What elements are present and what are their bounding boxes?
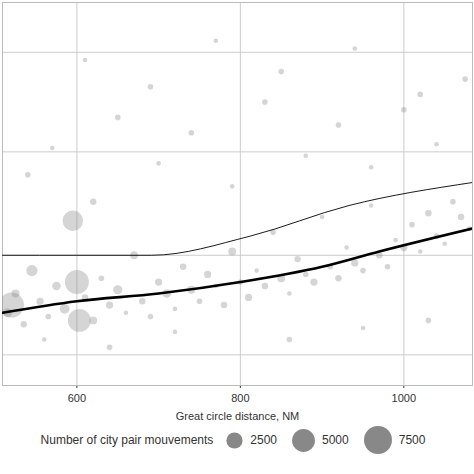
html-text:Number of city pair mouvements: Number of city pair mouvements (40, 433, 214, 447)
html-text:2500: 2500 (250, 433, 277, 447)
svg-text:Great circle distance, NM: Great circle distance, NM (176, 410, 299, 422)
html-text:7500: 7500 (398, 433, 426, 447)
svg-text:600: 600 (68, 392, 86, 404)
svg-text:1000: 1000 (392, 392, 416, 404)
html-text:5000: 5000 (322, 433, 349, 447)
svg-text:800: 800 (231, 392, 249, 404)
